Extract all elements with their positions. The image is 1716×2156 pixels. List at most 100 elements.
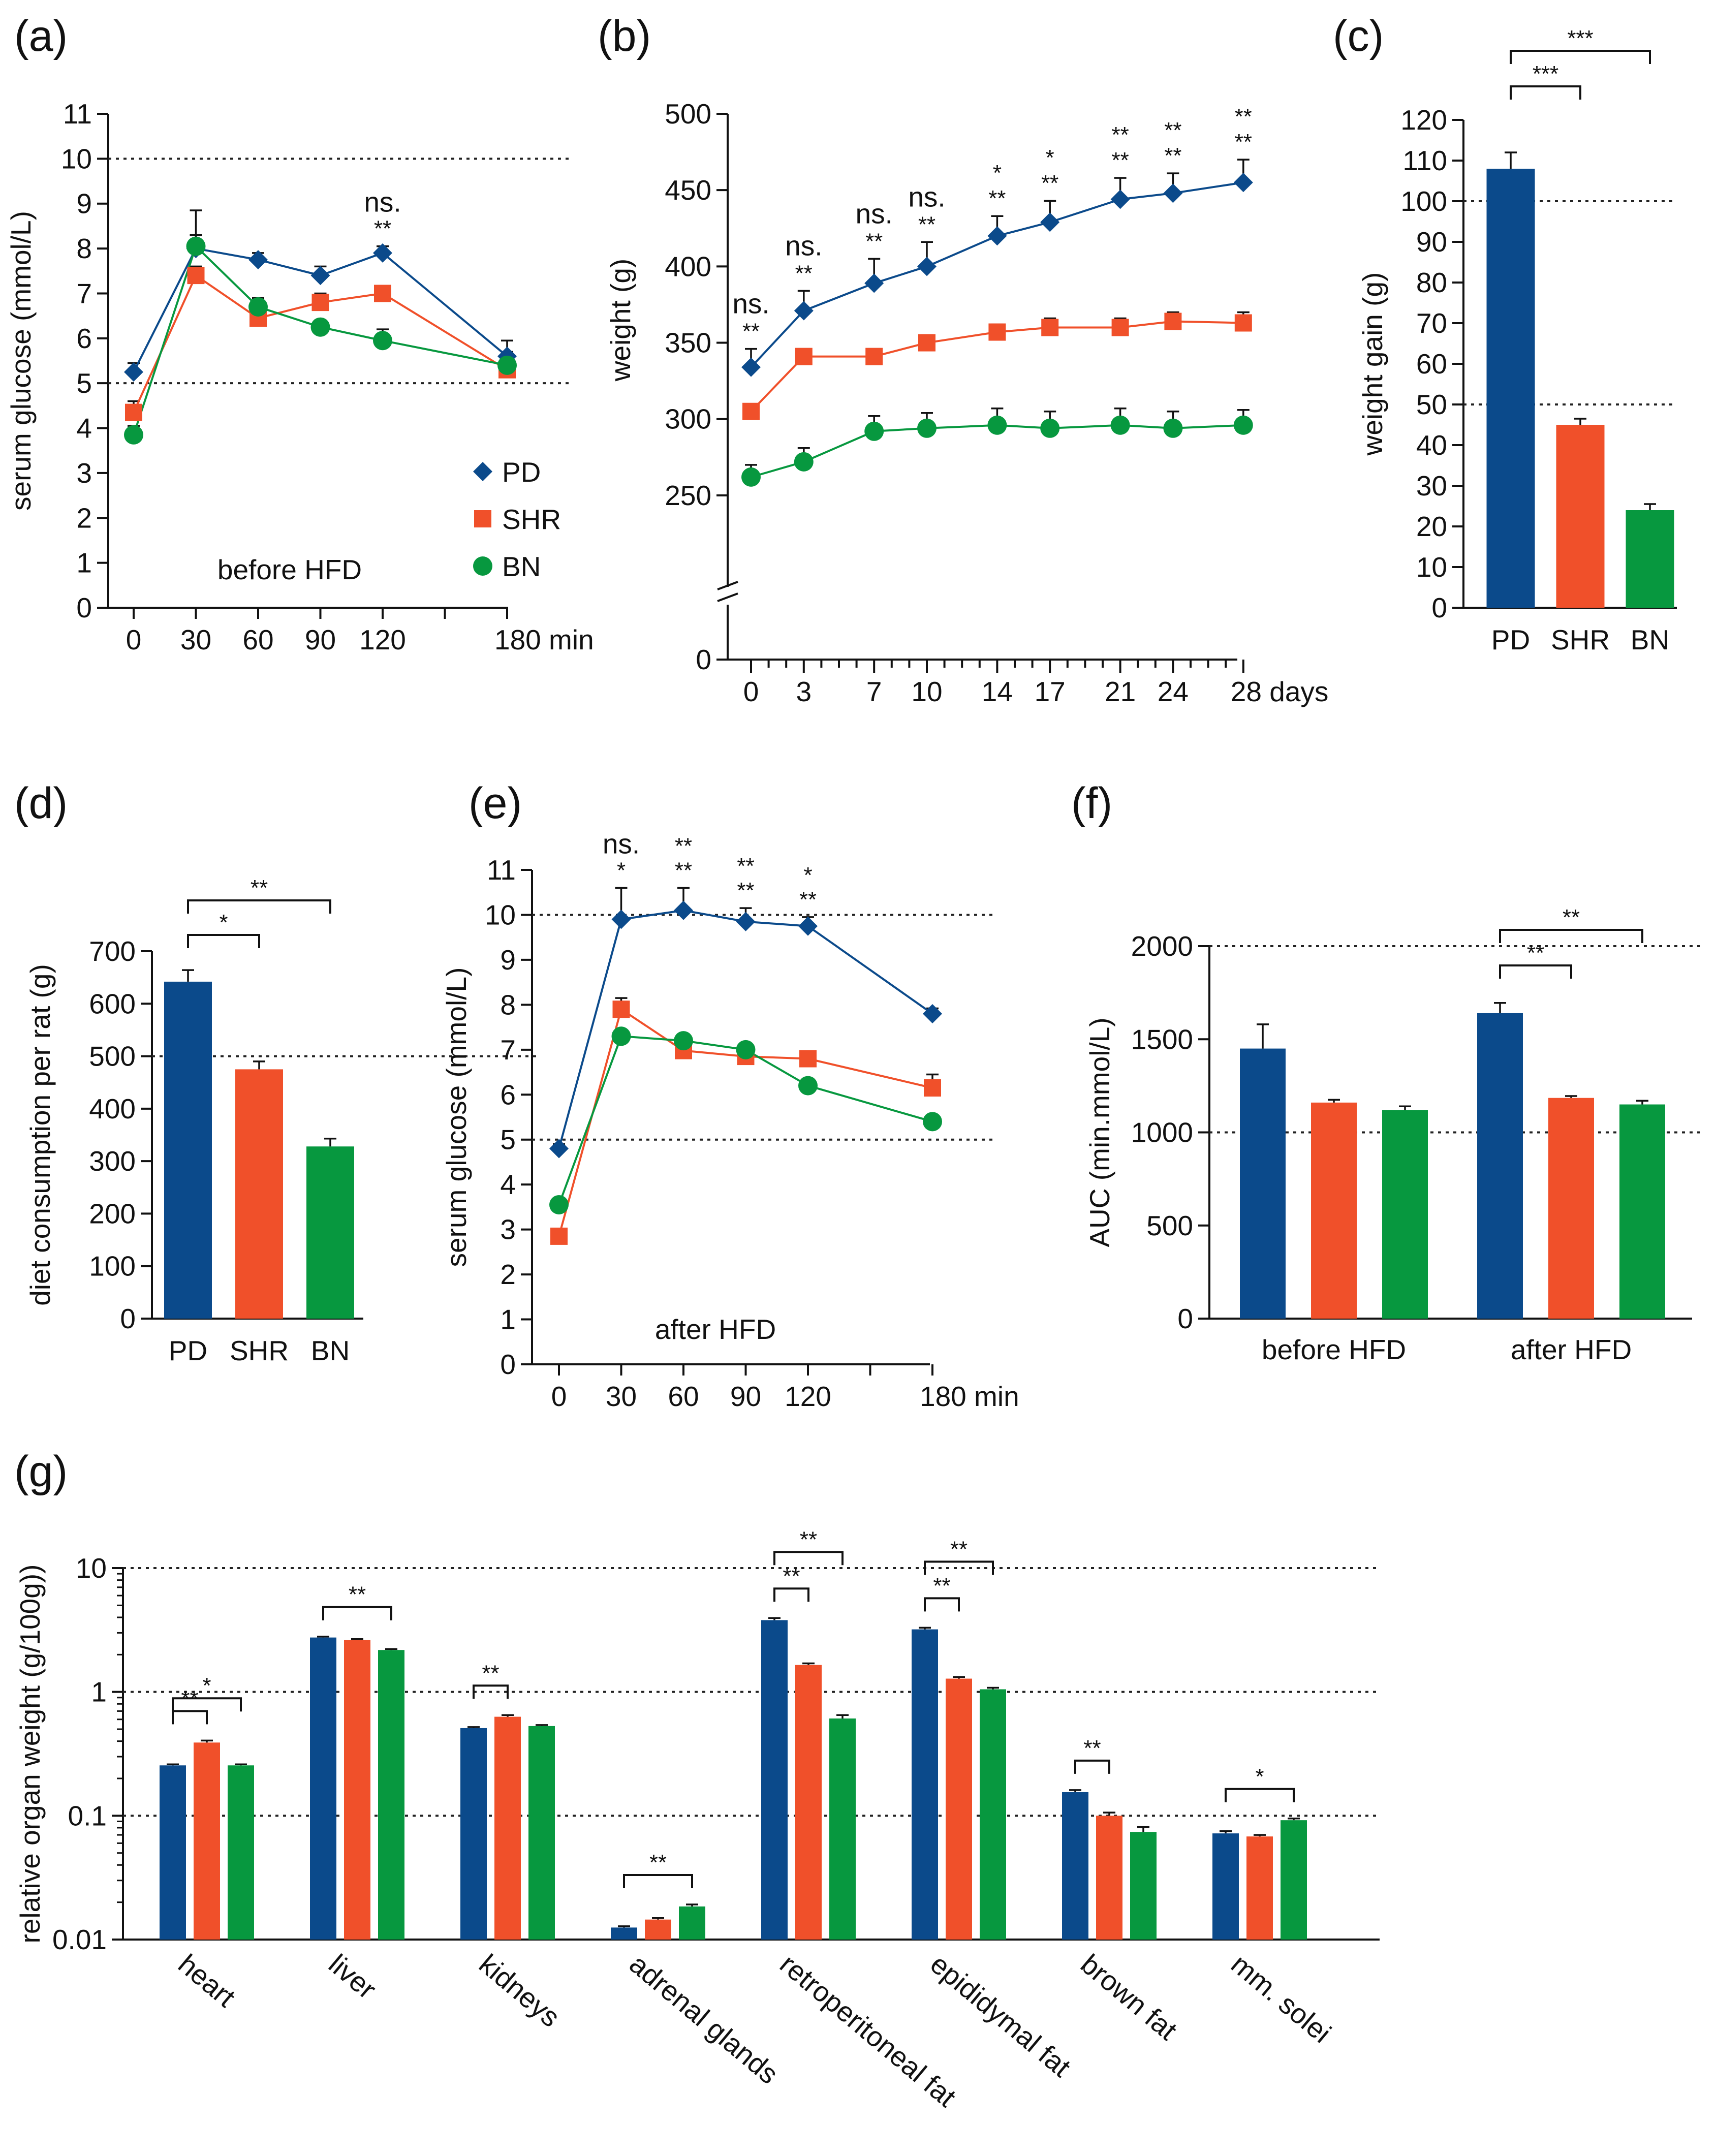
bar-bn: [679, 1906, 705, 1940]
bar-pd: [310, 1637, 336, 1940]
y-tick-label: 30: [1416, 470, 1447, 502]
x-tick-label: 3: [796, 676, 812, 707]
significance-bracket-9-label: **: [1083, 1736, 1101, 1761]
y-tick-label: 500: [665, 98, 711, 130]
data-point-shr: [612, 1001, 630, 1018]
y-tick-label: 1: [76, 547, 92, 579]
data-point-bn: [186, 236, 206, 256]
x-tick-label: 0: [743, 676, 759, 707]
data-point-shr: [311, 294, 329, 311]
y-axis-title: diet consumption per rat (g): [24, 964, 56, 1306]
x-category-label: mm. solei: [1225, 1948, 1337, 2049]
bar-shr: [1556, 425, 1605, 608]
data-point-bn: [1163, 418, 1183, 438]
y-tick-label: 2000: [1131, 930, 1193, 962]
x-category-label: epididymal fat: [924, 1948, 1077, 2083]
significance-label: ns.: [856, 198, 893, 229]
significance-label: *: [1046, 145, 1054, 170]
panel-label: (d): [14, 779, 68, 828]
y-tick-label: 6: [76, 323, 92, 354]
y-tick-label: 4: [76, 413, 92, 444]
bar-bn: [980, 1689, 1006, 1940]
y-tick-label: 70: [1416, 307, 1447, 339]
y-tick-label: 7: [76, 277, 92, 309]
y-tick-label: 300: [89, 1145, 136, 1177]
significance-bracket-1: [187, 899, 331, 914]
data-point-pd: [674, 900, 693, 920]
significance-bracket-5: [773, 1587, 809, 1602]
data-point-pd: [1040, 212, 1060, 232]
data-point-bn: [248, 297, 268, 317]
significance-bracket-4-label: **: [649, 1850, 667, 1875]
data-point-pd: [736, 912, 756, 931]
x-tick-label: 0: [551, 1381, 567, 1412]
series-line-bn: [133, 244, 508, 435]
significance-bracket-1-label: ***: [1567, 26, 1593, 51]
data-point-bn: [1233, 415, 1253, 435]
significance-bracket-1: [172, 1697, 242, 1712]
significance-bracket-0-label: **: [1527, 941, 1544, 965]
x-tick-label: 180 min: [920, 1381, 1019, 1412]
data-point-pd: [987, 226, 1007, 246]
y-tick-label: 10: [485, 899, 516, 930]
significance-label: **: [799, 887, 817, 912]
bar-shr: [344, 1640, 370, 1940]
y-tick-label: 8: [500, 989, 516, 1020]
x-tick-label: 90: [730, 1381, 761, 1412]
bar-shr: [1246, 1836, 1273, 1940]
legend-marker-bn: [473, 556, 492, 576]
y-tick-label: 9: [76, 188, 92, 220]
significance-label: **: [1111, 148, 1129, 173]
significance-bracket-10-label: *: [1255, 1764, 1264, 1789]
significance-label: **: [918, 212, 935, 237]
y-axis-title: AUC (min.mmol/L): [1084, 1017, 1115, 1247]
significance-bracket-4: [623, 1873, 693, 1888]
x-tick-label: BN: [1631, 624, 1669, 655]
significance-bracket-8-label: **: [950, 1537, 968, 1561]
bar-bn: [1130, 1832, 1157, 1940]
bar-shr: [795, 1665, 822, 1940]
significance-bracket-9: [1074, 1759, 1110, 1774]
data-point-bn: [124, 425, 143, 445]
y-tick-label: 700: [89, 935, 136, 967]
significance-label: **: [737, 878, 754, 903]
significance-bracket-6-label: **: [800, 1527, 817, 1552]
significance-label: *: [617, 858, 626, 883]
significance-bracket-2: [322, 1606, 392, 1620]
legend-marker-pd: [473, 462, 492, 481]
data-point-shr: [1041, 319, 1059, 336]
y-tick-label: 1: [500, 1304, 516, 1335]
x-category-label: liver: [323, 1948, 382, 2005]
y-tick-label: 10: [1416, 551, 1447, 583]
legend-marker-shr: [474, 510, 491, 527]
significance-bracket-0: [187, 934, 260, 948]
y-tick-label: 8: [76, 233, 92, 264]
y-tick-label: 1500: [1131, 1023, 1193, 1055]
y-tick-label: 400: [665, 251, 711, 282]
data-point-pd: [917, 257, 937, 276]
y-tick-label: 7: [500, 1034, 516, 1066]
y-tick-label: 100: [89, 1251, 136, 1282]
y-tick-label: 500: [1146, 1210, 1193, 1241]
significance-label: ns.: [732, 288, 769, 320]
significance-label: **: [1164, 118, 1181, 143]
bar-pd: [1477, 1013, 1523, 1319]
data-point-pd: [794, 301, 814, 321]
y-tick-label: 9: [500, 944, 516, 976]
bar-bn: [829, 1718, 856, 1940]
data-point-pd: [124, 362, 143, 382]
y-tick-label: 200: [89, 1198, 136, 1229]
series-line-bn: [558, 1035, 933, 1205]
series-line-pd: [558, 909, 933, 1149]
significance-bracket-5-label: **: [783, 1564, 800, 1588]
x-group-label: after HFD: [1511, 1334, 1632, 1365]
x-tick-label: 90: [305, 624, 336, 655]
data-point-bn: [987, 415, 1007, 435]
significance-label: **: [1041, 171, 1058, 196]
significance-label: **: [1235, 104, 1252, 129]
data-point-pd: [611, 910, 631, 929]
data-point-shr: [187, 267, 205, 285]
series-line-shr: [558, 1008, 933, 1237]
x-tick-label: 21: [1105, 676, 1136, 707]
